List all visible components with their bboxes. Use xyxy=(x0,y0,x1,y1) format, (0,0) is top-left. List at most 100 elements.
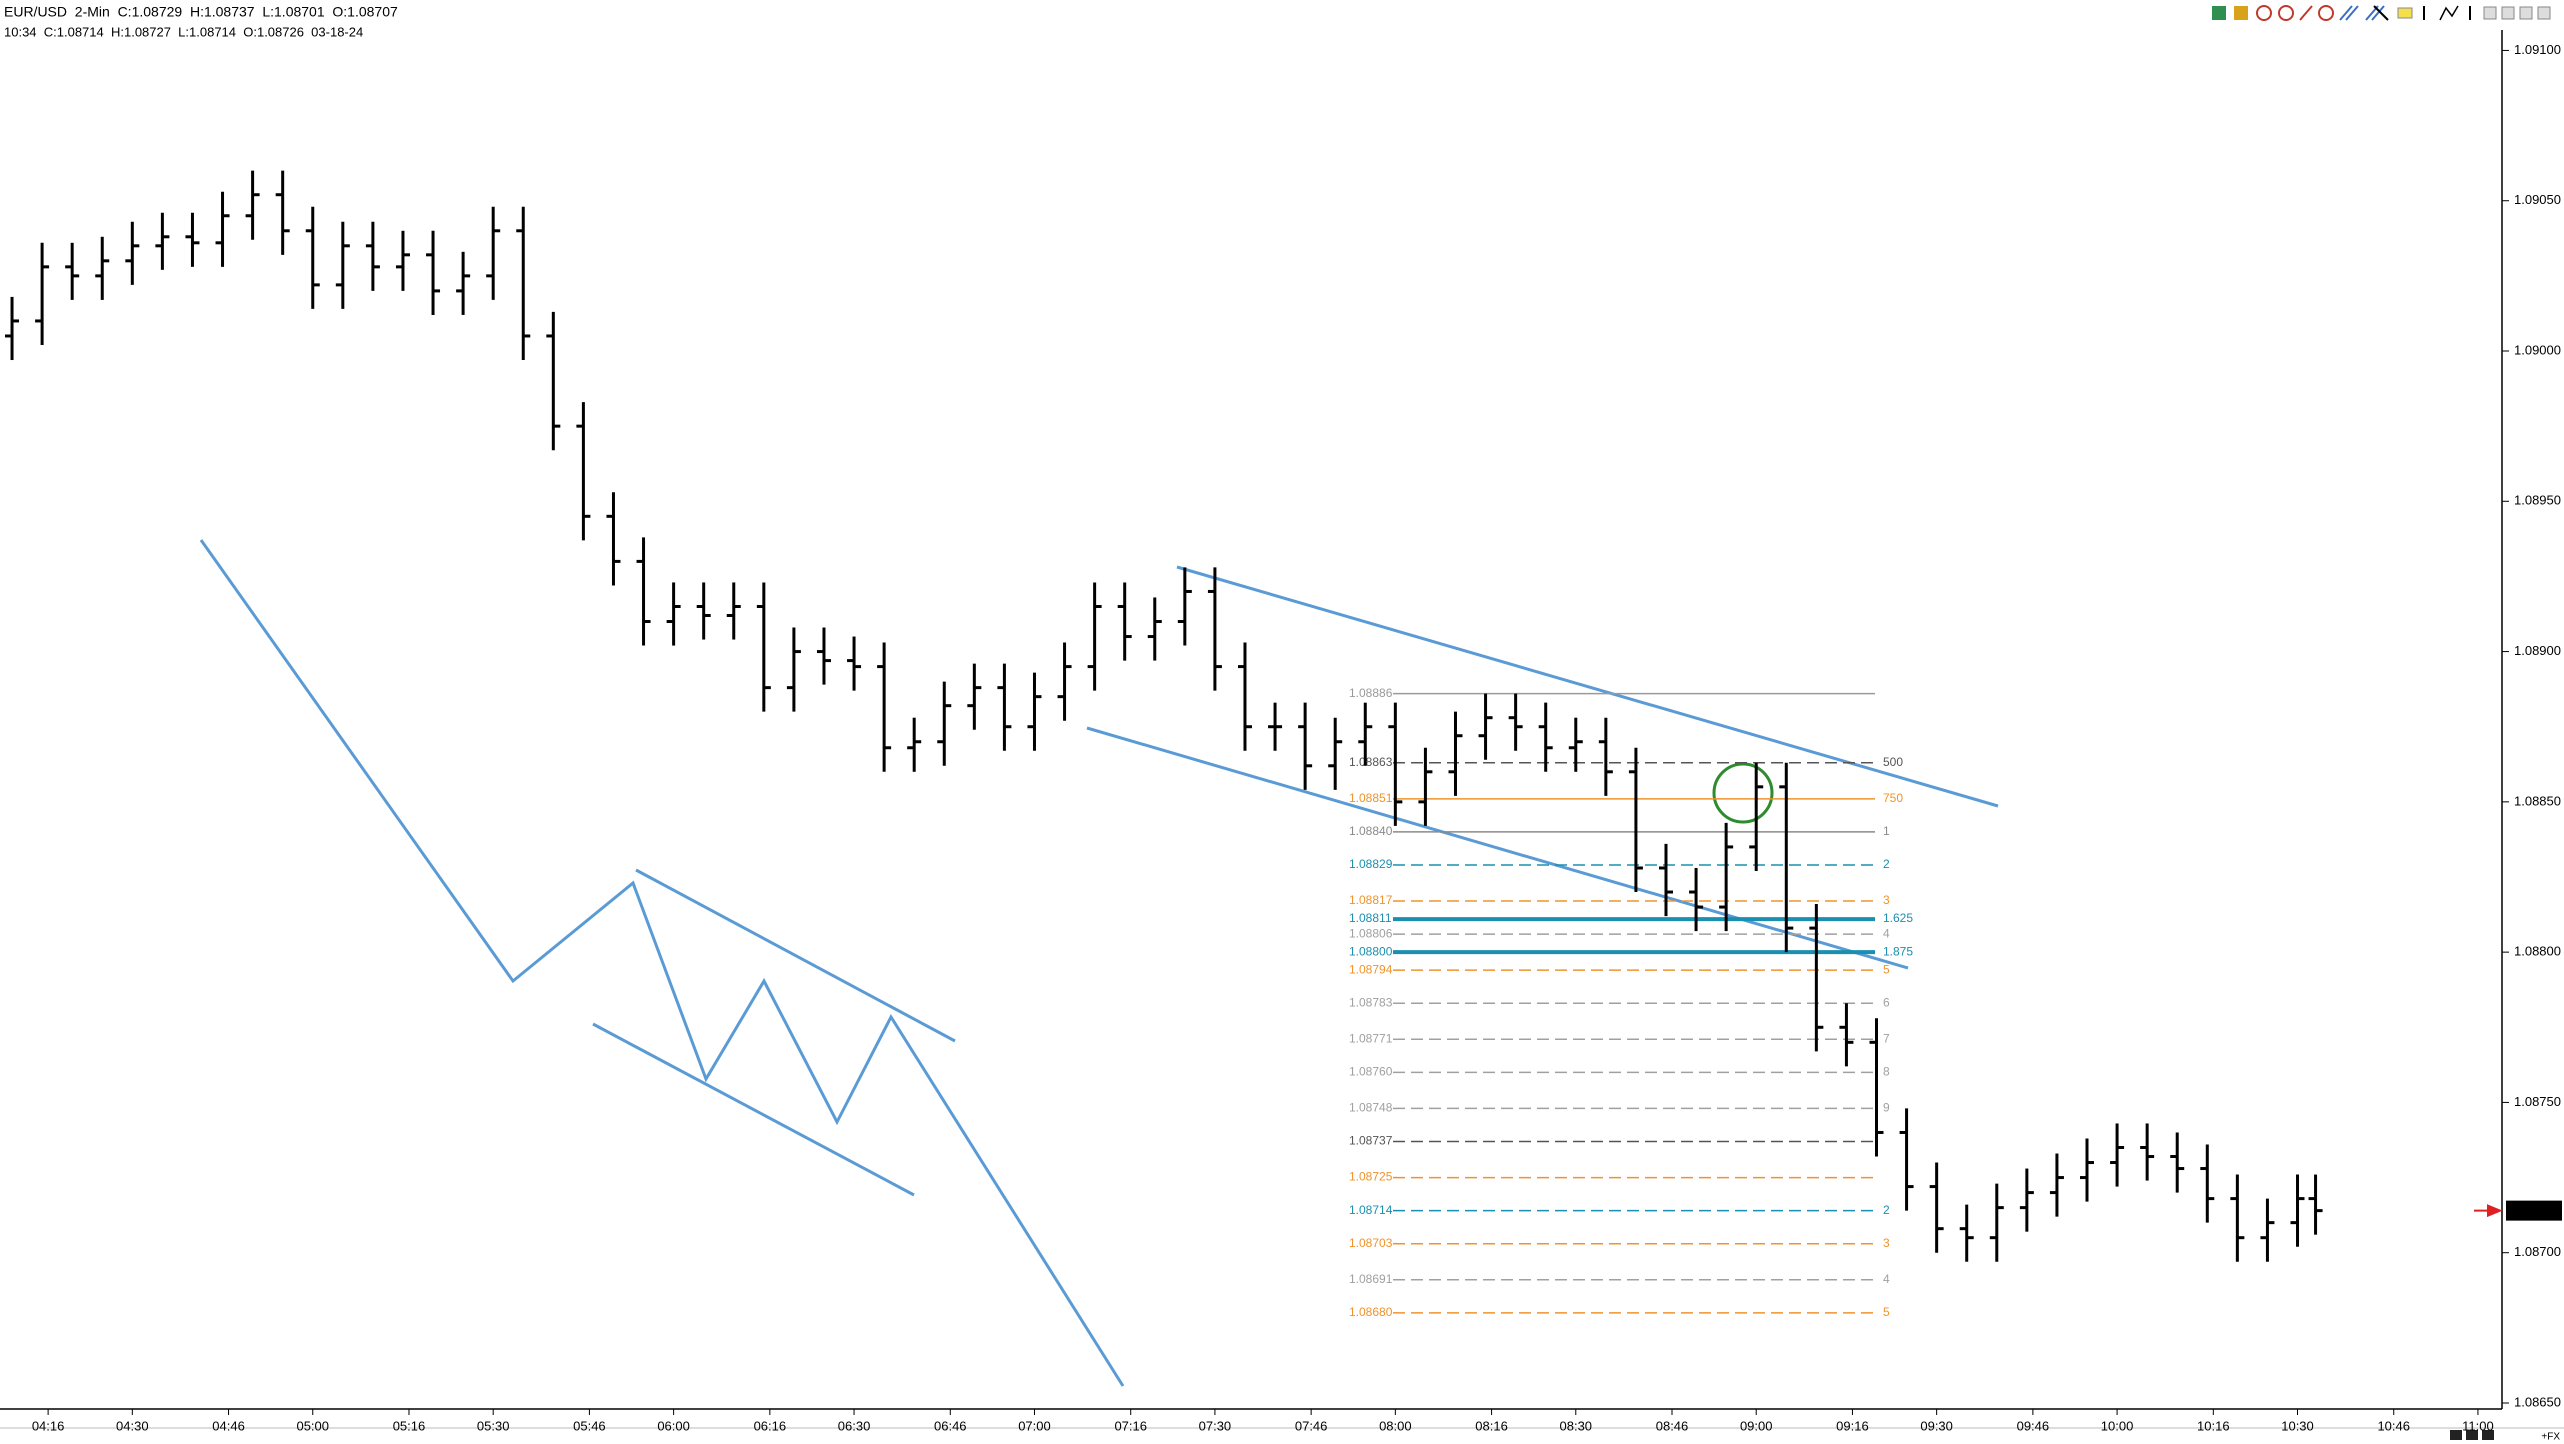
level-tag: 5 xyxy=(1883,962,1890,976)
x-tick-label: 10:30 xyxy=(2281,1418,2314,1433)
status-icon[interactable] xyxy=(2450,1430,2462,1440)
price-box-label: 1.08714 xyxy=(2510,1202,2557,1217)
price-arrow xyxy=(2474,1204,2503,1218)
tool-icon[interactable] xyxy=(2483,6,2497,20)
level-label: 1.08771 xyxy=(1349,1031,1393,1045)
level-label: 1.08829 xyxy=(1349,857,1393,871)
header-line: EUR/USD 2-Min C:1.08729 H:1.08737 L:1.08… xyxy=(4,4,398,20)
x-tick-label: 10:16 xyxy=(2197,1418,2230,1433)
x-tick-label: 11:00 xyxy=(2462,1418,2494,1433)
y-tick-label: 1.08700 xyxy=(2514,1244,2561,1259)
level-tag: 4 xyxy=(1883,926,1890,940)
y-tick-label: 1.08750 xyxy=(2514,1094,2561,1109)
x-tick-label: 05:30 xyxy=(477,1418,510,1433)
wedge-lower xyxy=(592,1022,915,1197)
price-box xyxy=(2506,1200,2562,1221)
y-tick-label: 1.09050 xyxy=(2514,192,2561,207)
level-label: 1.08737 xyxy=(1349,1134,1393,1148)
y-tick-label: 1.08850 xyxy=(2514,793,2561,808)
x-tick-label: 10:46 xyxy=(2377,1418,2410,1433)
tool-icon[interactable] xyxy=(2278,5,2294,21)
tool-icon[interactable] xyxy=(2318,5,2334,21)
tool-icon[interactable] xyxy=(2439,5,2459,21)
level-label: 1.08748 xyxy=(1349,1101,1393,1115)
status-icon[interactable] xyxy=(2466,1430,2478,1440)
tool-icon[interactable] xyxy=(2519,6,2533,20)
header-subline: 10:34 C:1.08714 H:1.08727 L:1.08714 O:1.… xyxy=(4,24,363,39)
tool-icon[interactable] xyxy=(2212,6,2226,20)
tool-icon[interactable] xyxy=(2373,5,2389,21)
level-label: 1.08760 xyxy=(1349,1065,1393,1079)
x-tick-label: 08:46 xyxy=(1656,1418,1689,1433)
x-tick-label: 09:46 xyxy=(2017,1418,2050,1433)
level-tag: 500 xyxy=(1883,755,1903,769)
level-tag: 3 xyxy=(1883,893,1890,907)
level-label: 1.08783 xyxy=(1349,995,1393,1009)
level-tag: 4 xyxy=(1883,1272,1890,1286)
level-tag: 9 xyxy=(1883,1101,1890,1115)
x-tick-label: 07:30 xyxy=(1199,1418,1232,1433)
level-tag: 5 xyxy=(1883,1305,1890,1319)
x-tick-label: 07:00 xyxy=(1018,1418,1051,1433)
x-tick-label: 10:00 xyxy=(2101,1418,2134,1433)
toolbar xyxy=(2212,5,2551,21)
y-tick-label: 1.08650 xyxy=(2514,1394,2561,1409)
y-tick-label: 1.08900 xyxy=(2514,643,2561,658)
wedge-upper xyxy=(635,868,956,1043)
level-label: 1.08806 xyxy=(1349,926,1393,940)
x-tick-label: 05:00 xyxy=(296,1418,329,1433)
tool-icon[interactable] xyxy=(2537,6,2551,20)
footer-label: +FX xyxy=(2541,1432,2560,1443)
x-tick-label: 09:00 xyxy=(1740,1418,1773,1433)
drawings xyxy=(199,539,1999,1387)
tool-icon[interactable] xyxy=(2397,7,2413,19)
level-label: 1.08794 xyxy=(1349,962,1393,976)
level-tag: 8 xyxy=(1883,1065,1890,1079)
y-tick-label: 1.08950 xyxy=(2514,493,2561,508)
x-tick-label: 08:00 xyxy=(1379,1418,1412,1433)
level-tag: 6 xyxy=(1883,995,1890,1009)
level-label: 1.08817 xyxy=(1349,893,1393,907)
x-tick-label: 06:00 xyxy=(657,1418,690,1433)
x-tick-label: 04:30 xyxy=(116,1418,149,1433)
level-label: 1.08840 xyxy=(1349,824,1393,838)
status-icon[interactable] xyxy=(2482,1430,2494,1440)
x-tick-label: 07:16 xyxy=(1114,1418,1147,1433)
x-tick-label: 09:30 xyxy=(1920,1418,1953,1433)
channel-lower xyxy=(1086,726,1909,970)
x-tick-label: 04:46 xyxy=(212,1418,245,1433)
level-label: 1.08714 xyxy=(1349,1203,1393,1217)
level-label: 1.08725 xyxy=(1349,1170,1393,1184)
tool-icon[interactable] xyxy=(2339,5,2359,21)
x-tick-label: 05:16 xyxy=(393,1418,426,1433)
tool-icon[interactable] xyxy=(2299,5,2313,21)
price-bars xyxy=(5,170,2323,1262)
level-label: 1.08851 xyxy=(1349,791,1393,805)
x-tick-label: 08:16 xyxy=(1475,1418,1508,1433)
level-tag: 3 xyxy=(1883,1236,1890,1250)
level-label: 1.08886 xyxy=(1349,686,1393,700)
y-tick-label: 1.09000 xyxy=(2514,342,2561,357)
level-tag: 1.625 xyxy=(1883,911,1913,925)
tool-icon[interactable] xyxy=(2501,6,2515,20)
x-tick-label: 06:30 xyxy=(838,1418,871,1433)
tool-icon[interactable] xyxy=(2256,5,2272,21)
level-label: 1.08703 xyxy=(1349,1236,1393,1250)
x-tick-label: 04:16 xyxy=(32,1418,65,1433)
highlight-circle xyxy=(1712,762,1774,824)
tool-icon[interactable] xyxy=(2234,6,2248,20)
y-tick-label: 1.08800 xyxy=(2514,944,2561,959)
level-label: 1.08811 xyxy=(1349,911,1392,925)
level-tag: 1 xyxy=(1883,824,1890,838)
channel-upper xyxy=(1176,565,1999,808)
level-tag: 7 xyxy=(1883,1031,1890,1045)
level-label: 1.08680 xyxy=(1349,1305,1393,1319)
level-label: 1.08691 xyxy=(1349,1272,1393,1286)
zigzag xyxy=(199,539,1125,1387)
x-tick-label: 07:46 xyxy=(1295,1418,1328,1433)
level-tag: 1.875 xyxy=(1883,944,1913,958)
x-tick-label: 08:30 xyxy=(1560,1418,1593,1433)
level-label: 1.08863 xyxy=(1349,755,1393,769)
level-tag: 2 xyxy=(1883,857,1890,871)
